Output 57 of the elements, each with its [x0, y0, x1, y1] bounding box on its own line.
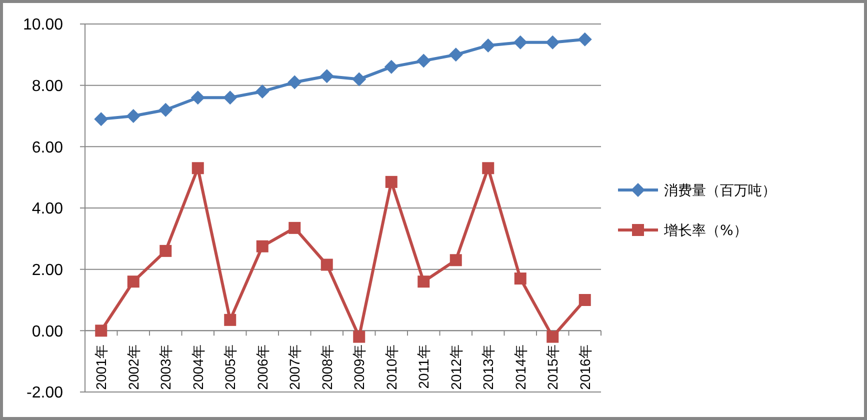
point — [450, 254, 462, 266]
point — [385, 176, 398, 188]
x-tick-label: 2016年 — [576, 344, 593, 390]
point — [94, 112, 108, 126]
x-tick-label: 2007年 — [286, 344, 303, 390]
point — [158, 102, 173, 117]
point — [126, 109, 140, 123]
x-tick-label: 2011年 — [416, 344, 432, 389]
x-tick-label: 2014年 — [512, 344, 528, 390]
point — [513, 35, 528, 50]
x-tick-label: 2002年 — [125, 344, 142, 390]
point — [127, 276, 140, 288]
point — [160, 244, 172, 257]
y-tick-label: 8.00 — [32, 78, 64, 95]
y-tick-label: 2.00 — [32, 262, 64, 279]
y-tick-label: 10.00 — [22, 16, 64, 34]
point — [546, 35, 560, 50]
point — [546, 330, 559, 343]
point — [224, 314, 236, 326]
point — [255, 84, 270, 98]
x-tick-label: 2010年 — [383, 344, 400, 390]
x-tick-label: 2006年 — [254, 344, 270, 390]
legend-label: 增长率（%） — [663, 222, 748, 239]
x-tick-label: 2005年 — [222, 344, 238, 390]
x-tick-label: 2015年 — [544, 344, 561, 390]
x-tick-label: 2012年 — [448, 344, 464, 390]
y-tick-label: 0.00 — [32, 323, 64, 340]
point — [578, 32, 592, 46]
point — [288, 75, 302, 90]
point — [223, 90, 238, 105]
point — [482, 162, 494, 174]
x-tick-label: 2001年 — [93, 344, 110, 390]
point — [416, 54, 431, 68]
point — [578, 294, 591, 306]
point — [448, 48, 463, 62]
y-tick-label: 4.00 — [32, 200, 64, 218]
point — [320, 258, 333, 271]
x-tick-label: 2004年 — [190, 344, 206, 390]
point — [353, 330, 366, 343]
point — [192, 162, 204, 174]
point — [190, 90, 205, 105]
point — [481, 38, 496, 52]
point — [256, 240, 268, 252]
x-tick-label: 2008年 — [318, 344, 335, 390]
x-tick-label: 2013年 — [480, 344, 496, 390]
point — [352, 72, 366, 86]
point — [95, 324, 108, 337]
point — [288, 222, 301, 234]
point — [384, 60, 398, 74]
point — [320, 69, 334, 84]
x-tick-label: 2003年 — [158, 344, 174, 390]
y-tick-label: 6.00 — [32, 139, 64, 156]
legend-label: 消费量（百万吨） — [664, 182, 776, 199]
point — [418, 276, 430, 288]
point — [514, 272, 526, 285]
y-tick-label: -2.00 — [26, 384, 64, 402]
x-tick-label: 2009年 — [351, 344, 368, 390]
